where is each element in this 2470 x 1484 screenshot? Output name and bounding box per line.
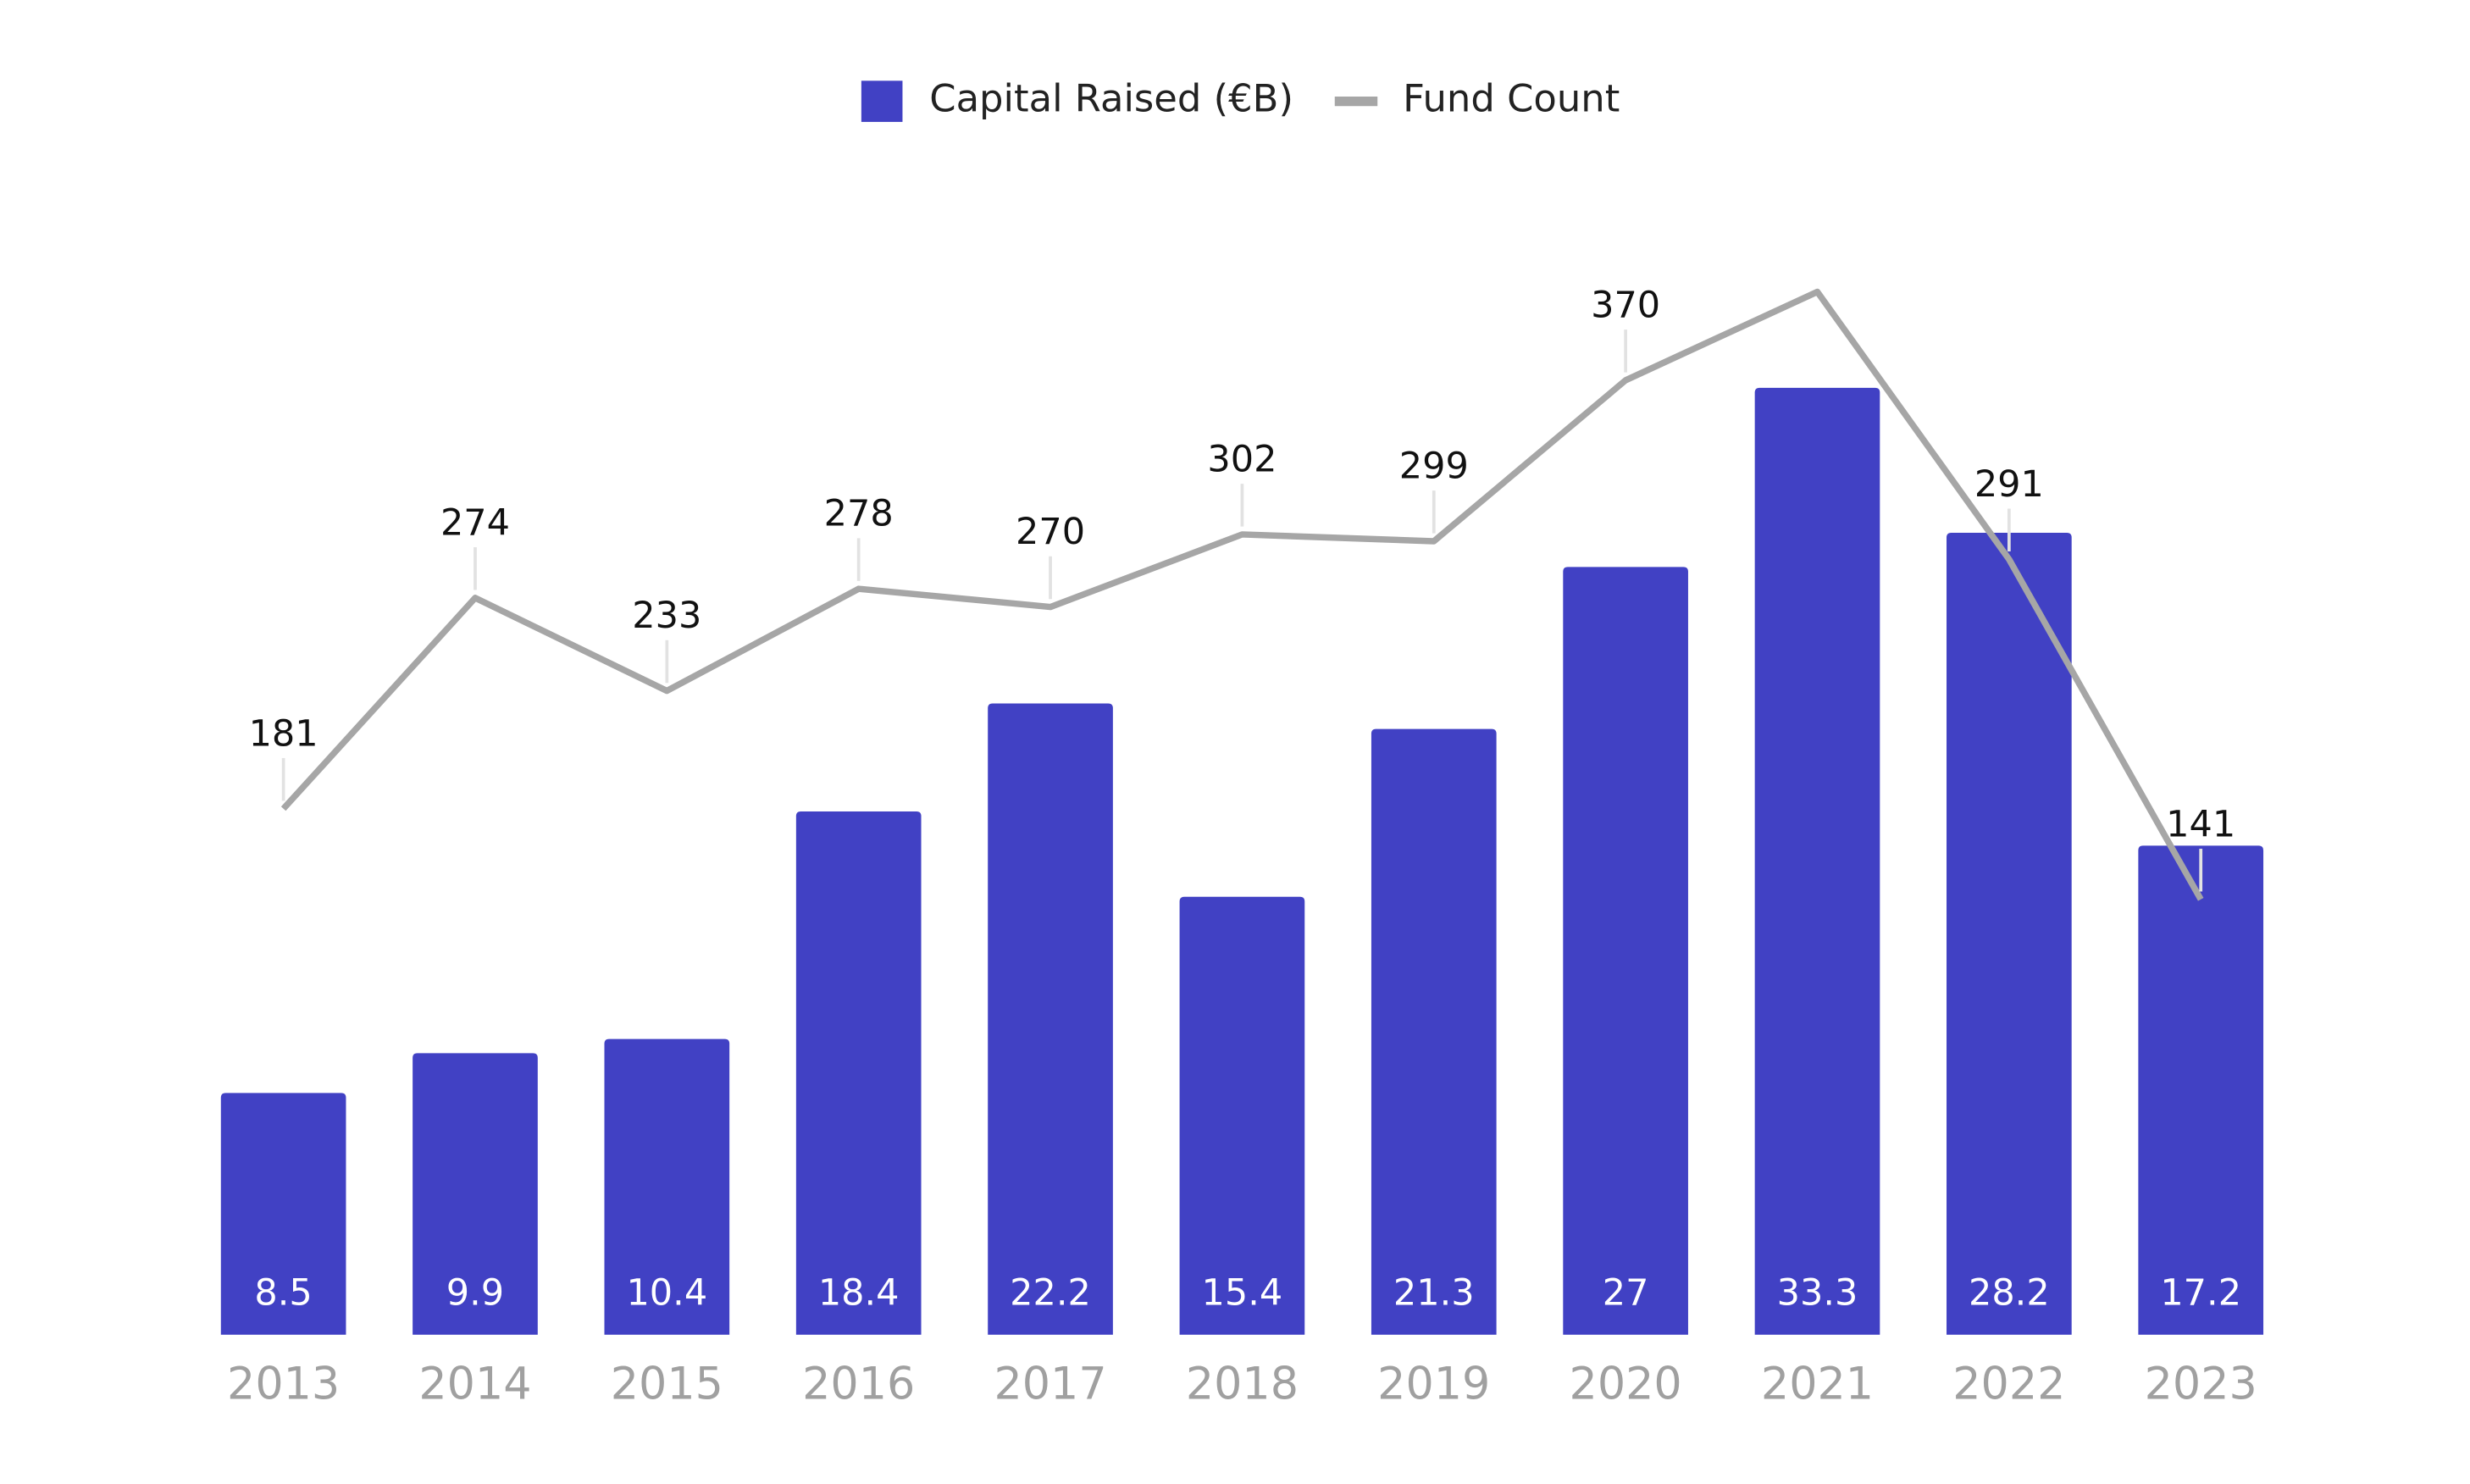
- x-tick-label: 2022: [1952, 1358, 2065, 1409]
- bar-value-label: 22.2: [1010, 1272, 1091, 1315]
- x-tick-label: 2021: [1761, 1358, 1874, 1409]
- x-tick-label: 2023: [2145, 1358, 2257, 1409]
- bar: [795, 811, 922, 1335]
- bar-value-label: 21.3: [1393, 1272, 1475, 1315]
- line-value-label: 302: [1207, 438, 1277, 480]
- bar-value-label: 10.4: [626, 1272, 707, 1315]
- bar-value-label: 33.3: [1777, 1272, 1858, 1315]
- bar-value-label: 8.5: [254, 1272, 312, 1315]
- bar: [604, 1038, 730, 1335]
- line-value-label: 181: [249, 712, 318, 755]
- bar: [1947, 533, 2072, 1335]
- bar-value-label: 17.2: [2160, 1272, 2241, 1315]
- x-tick-label: 2016: [802, 1358, 915, 1409]
- line-value-label: 141: [2166, 803, 2235, 845]
- x-tick-label: 2014: [418, 1358, 531, 1409]
- bar: [988, 703, 1113, 1335]
- legend-label: Fund Count: [1403, 76, 1620, 121]
- line-value-label: 233: [632, 595, 701, 637]
- bar: [413, 1053, 538, 1335]
- x-tick-label: 2018: [1186, 1358, 1299, 1409]
- bar-value-label: 15.4: [1202, 1272, 1283, 1315]
- x-tick-label: 2020: [1570, 1358, 1682, 1409]
- bar: [1754, 387, 1880, 1335]
- line: [280, 288, 2204, 901]
- line-value-label: 299: [1399, 445, 1469, 487]
- x-tick-label: 2015: [611, 1358, 723, 1409]
- x-tick-label: 2017: [994, 1358, 1106, 1409]
- bar-value-label: 9.9: [446, 1272, 504, 1315]
- bar: [1563, 567, 1688, 1335]
- bar-value-label: 28.2: [1969, 1272, 2050, 1315]
- bar: [2138, 845, 2264, 1335]
- legend-label: Capital Raised (€B): [929, 76, 1293, 121]
- bar: [220, 1093, 346, 1335]
- bar: [1371, 728, 1497, 1335]
- bar-value-label: 27: [1603, 1272, 1649, 1315]
- line-value-label: 274: [440, 501, 510, 544]
- line-value-label: 270: [1016, 511, 1085, 553]
- legend-swatch-bars: [861, 80, 903, 122]
- x-tick-label: 2019: [1377, 1358, 1490, 1409]
- bar: [1179, 896, 1305, 1335]
- x-tick-label: 2013: [227, 1358, 340, 1409]
- bar-value-label: 18.4: [818, 1272, 900, 1315]
- line-value-label: 291: [1974, 463, 2044, 506]
- line-value-label: 370: [1591, 284, 1660, 326]
- line-value-label: 278: [824, 493, 894, 535]
